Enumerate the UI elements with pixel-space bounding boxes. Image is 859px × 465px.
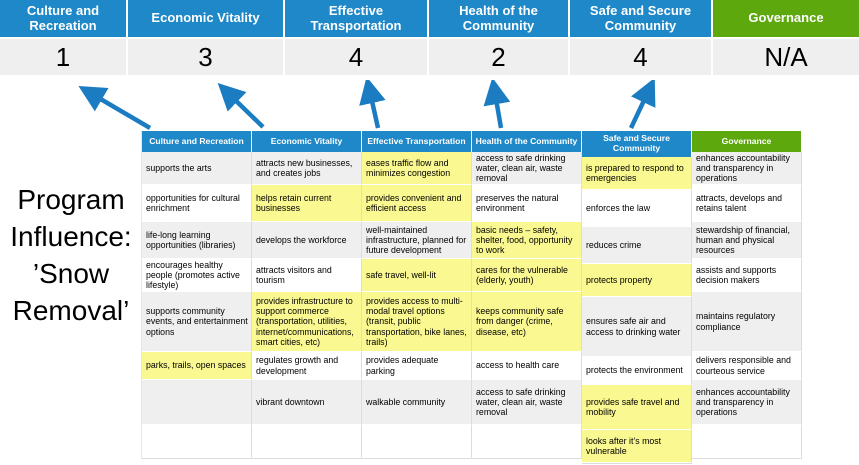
matrix-cell-governance-r5: maintains regulatory compliance	[692, 292, 802, 352]
matrix-cell-culture-and-recreation-r4: encourages healthy people (promotes acti…	[142, 259, 252, 292]
matrix-cell-governance-r6: delivers responsible and courteous servi…	[692, 352, 802, 380]
matrix-cell-safe-and-secure-community-r4: protects property	[582, 264, 692, 297]
matrix-header-culture-and-recreation: Culture and Recreation	[142, 131, 252, 152]
scoreboard-header-row: Culture and Recreation Economic Vitality E…	[0, 0, 859, 37]
matrix-cell-safe-and-secure-community-r6: protects the environment	[582, 357, 692, 385]
score-value-effective-transportation: 4	[285, 39, 429, 75]
arrow-icon	[628, 80, 656, 129]
scoreboard-header-effective-transportation: Effective Transportation	[285, 0, 429, 37]
arrow-icon	[359, 80, 386, 129]
matrix-cell-culture-and-recreation-r3: life-long learning opportunities (librar…	[142, 222, 252, 259]
matrix-cell-health-of-the-community-r7: access to safe drinking water, clean air…	[472, 380, 582, 425]
score-value-culture-and-recreation: 1	[0, 39, 128, 75]
matrix-cell-culture-and-recreation-r2: opportunities for cultural enrichment	[142, 185, 252, 222]
matrix-column-culture-and-recreation: Culture and Recreation supports the arts o…	[141, 131, 252, 459]
matrix-cell-economic-vitality-r1: attracts new businesses, and creates job…	[252, 152, 362, 185]
matrix-cell-effective-transportation-r5: provides access to multi-modal travel op…	[362, 292, 472, 352]
matrix-cell-safe-and-secure-community-r1: is prepared to respond to emergencies	[582, 157, 692, 190]
matrix-cell-governance-r8	[692, 425, 802, 458]
matrix-column-economic-vitality: Economic Vitality attracts new businesses…	[252, 131, 362, 459]
matrix-cell-safe-and-secure-community-r2: enforces the law	[582, 190, 692, 227]
matrix-cell-effective-transportation-r1: eases traffic flow and minimizes congest…	[362, 152, 472, 185]
score-value-safe-and-secure-community: 4	[570, 39, 713, 75]
matrix-cell-health-of-the-community-r4: cares for the vulnerable (elderly, youth…	[472, 259, 582, 292]
matrix-cell-governance-r1: enhances accountability and transparency…	[692, 152, 802, 185]
program-title: Program Influence: ’Snow Removal’	[10, 184, 132, 326]
influence-matrix: Culture and Recreation supports the arts o…	[141, 131, 802, 464]
matrix-column-effective-transportation: Effective Transportation eases traffic fl…	[362, 131, 472, 459]
matrix-header-governance: Governance	[692, 131, 802, 152]
matrix-cell-economic-vitality-r4: attracts visitors and tourism	[252, 259, 362, 292]
matrix-cell-culture-and-recreation-r7	[142, 380, 252, 425]
matrix-cell-economic-vitality-r2: helps retain current businesses	[252, 185, 362, 222]
score-value-economic-vitality: 3	[128, 39, 285, 75]
matrix-cell-culture-and-recreation-r1: supports the arts	[142, 152, 252, 185]
scoreboard-header-culture-and-recreation: Culture and Recreation	[0, 0, 128, 37]
matrix-cell-effective-transportation-r4: safe travel, well-lit	[362, 259, 472, 292]
matrix-cell-culture-and-recreation-r6: parks, trails, open spaces	[142, 352, 252, 380]
matrix-column-health-of-the-community: Health of the Community access to safe dr…	[472, 131, 582, 459]
matrix-cell-culture-and-recreation-r8	[142, 425, 252, 458]
matrix-cell-effective-transportation-r8	[362, 425, 472, 458]
score-value-health-of-the-community: 2	[429, 39, 570, 75]
matrix-cell-safe-and-secure-community-r7: provides safe travel and mobility	[582, 385, 692, 430]
matrix-cell-safe-and-secure-community-r3: reduces crime	[582, 227, 692, 264]
matrix-header-health-of-the-community: Health of the Community	[472, 131, 582, 152]
matrix-header-effective-transportation: Effective Transportation	[362, 131, 472, 152]
matrix-header-safe-and-secure-community: Safe and Secure Community	[582, 131, 692, 157]
matrix-cell-health-of-the-community-r6: access to health care	[472, 352, 582, 380]
matrix-cell-economic-vitality-r5: provides infrastructure to support comme…	[252, 292, 362, 352]
matrix-cell-health-of-the-community-r3: basic needs – safety, shelter, food, opp…	[472, 222, 582, 259]
matrix-cell-governance-r4: assists and supports decision makers	[692, 259, 802, 292]
matrix-cell-effective-transportation-r6: provides adequate parking	[362, 352, 472, 380]
scoreboard-header-economic-vitality: Economic Vitality	[128, 0, 285, 37]
matrix-cell-governance-r3: stewardship of financial, human and phys…	[692, 222, 802, 259]
matrix-cell-economic-vitality-r7: vibrant downtown	[252, 380, 362, 425]
matrix-cell-health-of-the-community-r5: keeps community safe from danger (crime,…	[472, 292, 582, 352]
scoreboard-header-health-of-the-community: Health of the Community	[429, 0, 570, 37]
matrix-cell-effective-transportation-r3: well-maintained infrastructure, planned …	[362, 222, 472, 259]
arrow-icon	[78, 86, 152, 130]
matrix-cell-economic-vitality-r6: regulates growth and development	[252, 352, 362, 380]
matrix-cell-effective-transportation-r2: provides convenient and efficient access	[362, 185, 472, 222]
arrows-layer	[78, 80, 656, 130]
scoreboard-value-row: 1 3 4 2 4 N/A	[0, 39, 859, 75]
matrix-cell-safe-and-secure-community-r8: looks after it’s most vulnerable	[582, 430, 692, 463]
matrix-cell-economic-vitality-r3: develops the workforce	[252, 222, 362, 259]
matrix-cell-governance-r7: enhances accountability and transparency…	[692, 380, 802, 425]
scoreboard-header-governance: Governance	[713, 0, 859, 37]
matrix-cell-governance-r2: attracts, develops and retains talent	[692, 185, 802, 222]
matrix-column-safe-and-secure-community: Safe and Secure Community is prepared to …	[582, 131, 692, 464]
matrix-column-governance: Governance enhances accountability and tr…	[692, 131, 802, 459]
matrix-cell-safe-and-secure-community-r5: ensures safe air and access to drinking …	[582, 297, 692, 357]
scoreboard-header-safe-and-secure-community: Safe and Secure Community	[570, 0, 713, 37]
matrix-cell-culture-and-recreation-r5: supports community events, and entertain…	[142, 292, 252, 352]
arrow-icon	[217, 83, 265, 129]
arrow-icon	[483, 80, 511, 129]
matrix-cell-economic-vitality-r8	[252, 425, 362, 458]
matrix-cell-health-of-the-community-r8	[472, 425, 582, 458]
matrix-cell-health-of-the-community-r1: access to safe drinking water, clean air…	[472, 152, 582, 185]
matrix-cell-effective-transportation-r7: walkable community	[362, 380, 472, 425]
matrix-cell-health-of-the-community-r2: preserves the natural environment	[472, 185, 582, 222]
matrix-header-economic-vitality: Economic Vitality	[252, 131, 362, 152]
score-value-governance: N/A	[713, 39, 859, 75]
